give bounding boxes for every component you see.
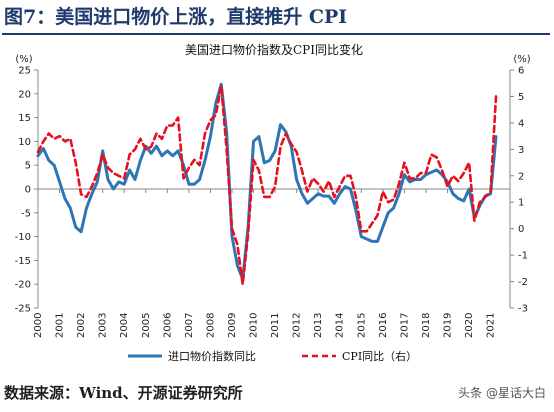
- x-tick-label: 2001: [55, 313, 66, 338]
- x-tick-label: 2004: [119, 313, 130, 338]
- x-tick-label: 2013: [313, 313, 324, 338]
- x-tick-label: 2020: [464, 313, 475, 338]
- chart-title: 美国进口物价指数及CPI同比变化: [185, 42, 363, 57]
- legend-label-1: 进口物价指数同比: [168, 349, 256, 363]
- left-axis-unit: (%): [15, 54, 32, 65]
- x-tick-label: 2021: [486, 313, 497, 338]
- left-tick-label: -25: [15, 304, 31, 315]
- watermark-text: 头条 @星话大白: [458, 386, 546, 400]
- watermark: 头条 @星话大白: [458, 382, 546, 404]
- right-tick-label: 2: [518, 171, 524, 182]
- series-line-1: [36, 82, 498, 281]
- x-tick-label: 2006: [162, 313, 173, 338]
- source-note: 数据来源：Wind、开源证券研究所: [4, 384, 243, 402]
- x-tick-label: 2009: [227, 313, 238, 338]
- left-tick-label: -20: [15, 280, 31, 291]
- left-tick-label: 25: [18, 66, 31, 77]
- right-axis-unit: (%): [513, 54, 530, 65]
- x-tick-label: 2000: [33, 313, 44, 338]
- x-tick-label: 2008: [205, 313, 216, 338]
- x-tick-label: 2018: [421, 313, 432, 338]
- left-tick-label: -5: [21, 208, 31, 219]
- x-tick-label: 2005: [141, 313, 152, 338]
- left-tick-label: -10: [15, 232, 31, 243]
- right-tick-label: 0: [518, 224, 524, 235]
- x-tick-label: 2012: [292, 313, 303, 338]
- left-tick-label: 10: [18, 137, 31, 148]
- left-tick-label: 5: [25, 161, 31, 172]
- x-tick-label: 2019: [442, 313, 453, 338]
- left-tick-label: -15: [15, 256, 31, 267]
- left-tick-label: 15: [18, 113, 31, 124]
- legend-label-2: CPI同比（右）: [342, 349, 417, 363]
- right-tick-label: -2: [518, 277, 528, 288]
- x-tick-label: 2002: [76, 313, 87, 338]
- right-tick-label: -1: [518, 251, 528, 262]
- title-divider: [2, 33, 550, 35]
- left-tick-label: 0: [25, 185, 31, 196]
- right-tick-label: -3: [518, 304, 528, 315]
- dual-axis-line-chart: 美国进口物价指数及CPI同比变化(%) (%)-25-20-15-10-50510…: [15, 42, 531, 363]
- x-tick-label: 2003: [98, 313, 109, 338]
- x-tick-label: 2016: [378, 313, 389, 338]
- left-tick-label: 20: [18, 89, 31, 100]
- figure-title: 图7：美国进口物价上涨，直接推升 CPI: [4, 6, 348, 28]
- right-tick-label: 1: [518, 198, 524, 209]
- x-tick-label: 2017: [399, 313, 410, 338]
- series-line-2: [36, 84, 498, 286]
- x-tick-label: 2011: [270, 313, 281, 338]
- right-tick-label: 5: [518, 92, 524, 103]
- right-tick-label: 6: [518, 66, 524, 77]
- chart-container: 美国进口物价指数及CPI同比变化 (%) (%) -25 -20 -15 -10 -5 0 5 10…: [0, 36, 554, 378]
- right-tick-label: 4: [518, 118, 524, 129]
- x-tick-label: 2014: [335, 313, 346, 338]
- x-tick-label: 2007: [184, 313, 195, 338]
- x-tick-label: 2015: [356, 313, 367, 338]
- x-tick-label: 2010: [249, 313, 260, 338]
- right-tick-label: 3: [518, 145, 524, 156]
